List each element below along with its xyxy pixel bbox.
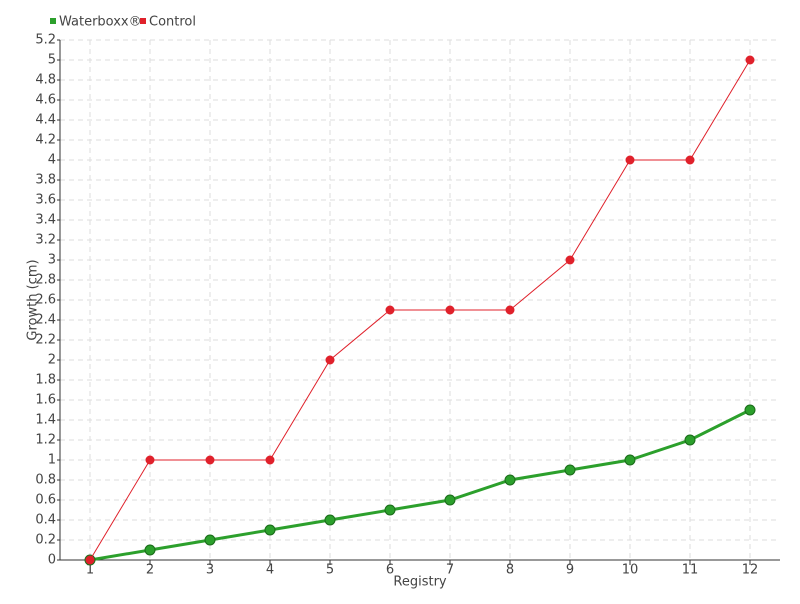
data-point (264, 524, 276, 536)
x-tick-label: 6 (386, 563, 394, 578)
series-line (89, 408, 751, 562)
y-tick-label: 2.4 (35, 313, 56, 328)
y-tick-label: 2.2 (35, 333, 56, 348)
x-axis-title: Registry (393, 575, 447, 590)
y-tick-label: 0 (48, 553, 56, 568)
data-point (324, 514, 336, 526)
x-tick-label: 11 (682, 563, 699, 578)
legend-swatch (140, 18, 146, 24)
legend-label: Waterboxx® (59, 15, 142, 30)
data-point (744, 404, 756, 416)
y-tick-label: 4.4 (35, 113, 56, 128)
y-tick-label: 2.6 (35, 293, 56, 308)
x-tick-label: 5 (326, 563, 334, 578)
x-tick-label: 12 (742, 563, 759, 578)
y-tick-label: 4.8 (35, 73, 56, 88)
data-point (144, 544, 156, 556)
data-point (265, 455, 275, 465)
y-tick-label: 3.6 (35, 193, 56, 208)
y-tick-label: 0.2 (35, 533, 56, 548)
y-tick-label: 5 (48, 53, 56, 68)
x-tick-label: 1 (86, 563, 94, 578)
y-tick-label: 2 (48, 353, 56, 368)
y-axis-title: Growth (cm) (26, 259, 41, 340)
legend-label: Control (149, 15, 196, 30)
y-tick-label: 0.4 (35, 513, 56, 528)
x-tick-label: 2 (146, 563, 154, 578)
data-point (384, 504, 396, 516)
data-point (85, 555, 95, 565)
y-tick-label: 5.2 (35, 33, 56, 48)
y-tick-label: 4.2 (35, 133, 56, 148)
y-tick-label: 1.2 (35, 433, 56, 448)
data-point (385, 305, 395, 315)
series-line (89, 59, 751, 561)
data-point (625, 155, 635, 165)
data-point (505, 305, 515, 315)
data-point (204, 534, 216, 546)
data-point (504, 474, 516, 486)
data-point (145, 455, 155, 465)
data-point (624, 454, 636, 466)
y-tick-label: 4.6 (35, 93, 56, 108)
y-tick-label: 0.8 (35, 473, 56, 488)
data-point (564, 464, 576, 476)
data-point (684, 434, 696, 446)
data-point (325, 355, 335, 365)
data-point (444, 494, 456, 506)
x-tick-label: 7 (446, 563, 454, 578)
y-tick-label: 1 (48, 453, 56, 468)
x-tick-label: 4 (266, 563, 274, 578)
x-tick-label: 8 (506, 563, 514, 578)
data-point (445, 305, 455, 315)
y-tick-label: 0.6 (35, 493, 56, 508)
y-tick-label: 3.8 (35, 173, 56, 188)
y-tick-label: 4 (48, 153, 56, 168)
y-tick-label: 1.6 (35, 393, 56, 408)
data-point (565, 255, 575, 265)
y-tick-label: 1.4 (35, 413, 56, 428)
y-tick-label: 3.2 (35, 233, 56, 248)
y-tick-label: 3 (48, 253, 56, 268)
data-point (685, 155, 695, 165)
y-tick-label: 3.4 (35, 213, 56, 228)
y-tick-label: 1.8 (35, 373, 56, 388)
data-point (745, 55, 755, 65)
legend-swatch (50, 18, 56, 24)
data-point (205, 455, 215, 465)
x-tick-label: 3 (206, 563, 214, 578)
y-tick-label: 2.8 (35, 273, 56, 288)
x-tick-label: 9 (566, 563, 574, 578)
x-tick-label: 10 (622, 563, 639, 578)
